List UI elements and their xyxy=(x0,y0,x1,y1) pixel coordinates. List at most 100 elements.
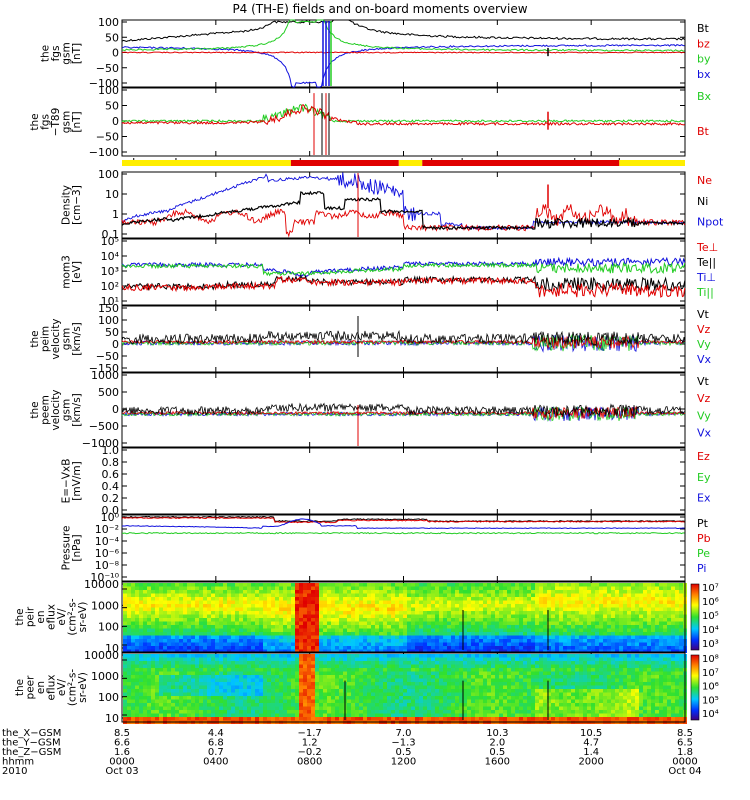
spec-cell xyxy=(227,685,231,689)
spec-cell xyxy=(375,625,379,629)
spec-cell xyxy=(291,639,295,643)
y-tick-label: 0 xyxy=(112,115,119,128)
spec-cell xyxy=(651,621,655,625)
spec-cell xyxy=(239,671,243,675)
spec-cell xyxy=(187,710,191,714)
spec-cell xyxy=(399,611,403,615)
spec-cell xyxy=(203,632,207,636)
spec-cell xyxy=(291,685,295,689)
spec-cell xyxy=(635,649,639,653)
spec-cell xyxy=(423,717,427,721)
spec-cell xyxy=(395,621,399,625)
spec-cell xyxy=(331,703,335,707)
spec-cell xyxy=(227,604,231,608)
spec-cell xyxy=(535,639,539,643)
spec-cell xyxy=(123,682,127,686)
spec-cell xyxy=(475,625,479,629)
spec-cell xyxy=(171,618,175,622)
spec-cell xyxy=(459,590,463,594)
spec-cell xyxy=(203,671,207,675)
spec-cell xyxy=(331,668,335,672)
spec-cell xyxy=(163,710,167,714)
spec-cell xyxy=(171,600,175,604)
spec-cell xyxy=(299,628,303,632)
spec-cell xyxy=(135,699,139,703)
spec-cell xyxy=(647,604,651,608)
spec-cell xyxy=(531,618,535,622)
spec-cell xyxy=(291,703,295,707)
spec-cell xyxy=(515,586,519,590)
spec-cell xyxy=(255,706,259,710)
spec-cell xyxy=(451,604,455,608)
spec-cell xyxy=(127,668,131,672)
spec-cell xyxy=(191,671,195,675)
spec-cell xyxy=(287,639,291,643)
panels-layer: 100500−50−100thefgsgsm[nT]Btbzbybx100500… xyxy=(14,16,724,725)
spec-cell xyxy=(447,706,451,710)
spec-cell xyxy=(319,685,323,689)
spec-cell xyxy=(459,710,463,714)
spec-cell xyxy=(507,600,511,604)
spec-cell xyxy=(223,713,227,717)
spec-cell xyxy=(179,710,183,714)
spec-cell xyxy=(607,586,611,590)
spec-cell xyxy=(519,600,523,604)
spec-cell xyxy=(187,628,191,632)
spec-cell xyxy=(643,607,647,611)
spec-cell xyxy=(347,657,351,661)
spec-cell xyxy=(311,639,315,643)
spec-cell xyxy=(223,604,227,608)
spec-cell xyxy=(219,604,223,608)
spec-cell xyxy=(211,682,215,686)
spec-cell xyxy=(443,632,447,636)
spec-cell xyxy=(299,713,303,717)
spec-cell xyxy=(475,583,479,587)
spec-cell xyxy=(223,678,227,682)
spec-cell xyxy=(607,621,611,625)
spec-cell xyxy=(295,706,299,710)
spec-cell xyxy=(159,699,163,703)
spec-cell xyxy=(207,642,211,646)
spec-cell xyxy=(455,661,459,665)
spec-cell xyxy=(479,642,483,646)
spec-cell xyxy=(167,682,171,686)
spec-cell xyxy=(143,607,147,611)
spec-cell xyxy=(311,632,315,636)
spec-cell xyxy=(307,682,311,686)
spec-cell xyxy=(147,678,151,682)
spec-cell xyxy=(379,597,383,601)
spec-cell xyxy=(395,590,399,594)
spec-cell xyxy=(647,583,651,587)
spec-cell xyxy=(671,642,675,646)
spec-cell xyxy=(315,614,319,618)
spec-cell xyxy=(127,692,131,696)
spec-cell xyxy=(635,597,639,601)
spec-cell xyxy=(571,642,575,646)
spec-cell xyxy=(255,614,259,618)
spec-cell xyxy=(195,661,199,665)
spec-cell xyxy=(631,646,635,650)
spec-cell xyxy=(315,611,319,615)
y-label-line: peem xyxy=(40,395,52,425)
spec-cell xyxy=(335,703,339,707)
spec-cell xyxy=(435,703,439,707)
spec-cell xyxy=(543,607,547,611)
spec-cell xyxy=(347,590,351,594)
spec-cell xyxy=(319,604,323,608)
spec-cell xyxy=(311,668,315,672)
spec-cell xyxy=(359,597,363,601)
spec-cell xyxy=(351,664,355,668)
spec-cell xyxy=(323,678,327,682)
spec-cell xyxy=(215,682,219,686)
spec-cell xyxy=(331,632,335,636)
y-label-line: the xyxy=(29,113,41,130)
spec-cell xyxy=(227,646,231,650)
colorbar xyxy=(690,654,700,721)
spec-cell xyxy=(147,646,151,650)
y-tick-label: 0 xyxy=(112,403,119,416)
spec-cell xyxy=(267,703,271,707)
spec-cell xyxy=(331,717,335,721)
spec-cell xyxy=(231,675,235,679)
spec-cell xyxy=(447,646,451,650)
spec-cell xyxy=(595,618,599,622)
